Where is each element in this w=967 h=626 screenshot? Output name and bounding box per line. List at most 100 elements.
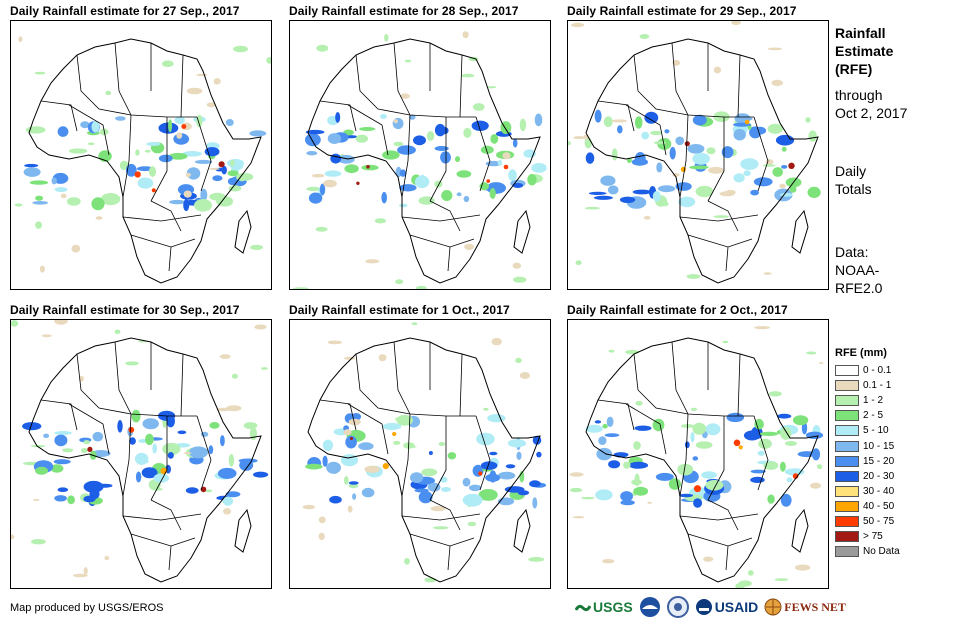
country-border xyxy=(679,114,689,198)
rain-cell xyxy=(399,184,417,192)
country-border xyxy=(168,246,172,272)
rain-cell xyxy=(532,497,538,509)
legend-swatch xyxy=(835,455,859,467)
rain-cell xyxy=(786,477,793,483)
rain-cell xyxy=(135,471,142,483)
rain-cell xyxy=(332,464,338,474)
rain-cell xyxy=(91,121,100,133)
usgs-wave-icon xyxy=(575,604,591,612)
madagascar-outline xyxy=(513,508,531,553)
rain-cell xyxy=(233,45,249,53)
rain-cell xyxy=(151,487,163,491)
rain-cell xyxy=(600,175,616,186)
rain-cell xyxy=(200,188,208,202)
rain-cell xyxy=(652,191,661,202)
noaa-logo-icon xyxy=(639,597,660,617)
rain-cell xyxy=(340,454,359,467)
rain-cell xyxy=(464,243,474,250)
country-border xyxy=(633,353,754,417)
rain-cell xyxy=(305,133,321,147)
rain-cell xyxy=(753,126,767,135)
rain-cell xyxy=(152,443,157,454)
country-border xyxy=(597,100,635,132)
country-border xyxy=(753,415,769,491)
rain-cell xyxy=(462,477,471,487)
rain-cell xyxy=(440,151,451,164)
rain-cell xyxy=(779,192,793,197)
agency-logos: USGS USAID FEWS NET xyxy=(575,594,846,620)
rain-cell xyxy=(411,322,418,326)
panel-29-sep: Daily Rainfall estimate for 29 Sep., 201… xyxy=(567,4,829,290)
legend-label: 0 - 0.1 xyxy=(863,365,892,377)
rain-cell xyxy=(142,418,159,430)
rain-hotspot xyxy=(503,164,509,170)
rain-cell xyxy=(669,146,676,160)
madagascar-outline xyxy=(791,209,809,254)
rain-cell xyxy=(608,460,621,469)
rain-cell xyxy=(570,487,583,493)
rain-cell xyxy=(217,467,237,479)
country-border xyxy=(475,415,491,491)
rain-cell xyxy=(182,151,202,157)
rain-cell xyxy=(253,471,269,478)
rain-cell xyxy=(497,159,503,166)
legend-swatch xyxy=(835,470,859,482)
rain-cell xyxy=(54,495,67,502)
title-line: Estimate xyxy=(835,43,894,59)
rain-cell xyxy=(780,493,792,507)
rain-cell xyxy=(489,188,496,199)
rain-cell xyxy=(438,442,445,446)
rain-cell xyxy=(672,59,681,66)
rain-cell xyxy=(337,154,355,164)
rain-cell xyxy=(169,199,186,205)
rain-cell xyxy=(536,451,542,458)
rain-cell xyxy=(767,123,783,134)
country-border xyxy=(429,200,461,232)
legend-item: No Data xyxy=(835,544,955,559)
fewsnet-globe-icon xyxy=(764,598,782,616)
rain-cell xyxy=(735,582,745,588)
rain-cell xyxy=(327,340,342,345)
usgs-logo-text: USGS xyxy=(593,599,633,615)
rain-cell xyxy=(703,556,714,562)
legend-item: 5 - 10 xyxy=(835,423,955,438)
rain-cell xyxy=(382,150,400,160)
rain-cell xyxy=(596,447,613,461)
rain-cell xyxy=(397,145,416,155)
panel-1-oct: Daily Rainfall estimate for 1 Oct., 2017 xyxy=(289,303,551,589)
rain-cell xyxy=(655,472,674,481)
rain-cell xyxy=(344,164,359,174)
rain-cell xyxy=(692,152,710,165)
rain-cell xyxy=(208,167,220,170)
rain-cell xyxy=(140,459,149,464)
rain-cell xyxy=(794,564,811,571)
rain-cell xyxy=(750,469,766,474)
rain-cell xyxy=(57,487,69,492)
rain-cell xyxy=(404,59,412,63)
rain-cell xyxy=(213,78,221,85)
rain-cell xyxy=(95,216,103,220)
rain-cell xyxy=(763,272,772,275)
panel-title: Daily Rainfall estimate for 1 Oct., 2017 xyxy=(289,303,510,317)
rain-cell xyxy=(212,175,223,182)
rain-cell xyxy=(708,166,724,174)
rain-cell xyxy=(602,423,608,429)
rain-cell xyxy=(404,558,410,565)
rain-cell xyxy=(620,491,633,502)
country-border xyxy=(114,42,132,116)
rain-cell xyxy=(380,114,387,119)
country-border xyxy=(753,116,769,192)
country-border xyxy=(725,246,729,272)
rain-cell xyxy=(153,473,169,483)
country-border xyxy=(122,114,132,198)
country-border xyxy=(401,513,481,521)
rain-cell xyxy=(473,103,485,111)
rain-cell xyxy=(323,179,337,188)
rain-hotspot xyxy=(87,446,93,452)
legend-swatch xyxy=(835,531,859,543)
legend-label: > 75 xyxy=(863,531,883,543)
rain-cell xyxy=(658,185,676,193)
rain-cell xyxy=(754,418,764,430)
rain-cell xyxy=(345,435,357,449)
rain-cell xyxy=(604,433,620,438)
